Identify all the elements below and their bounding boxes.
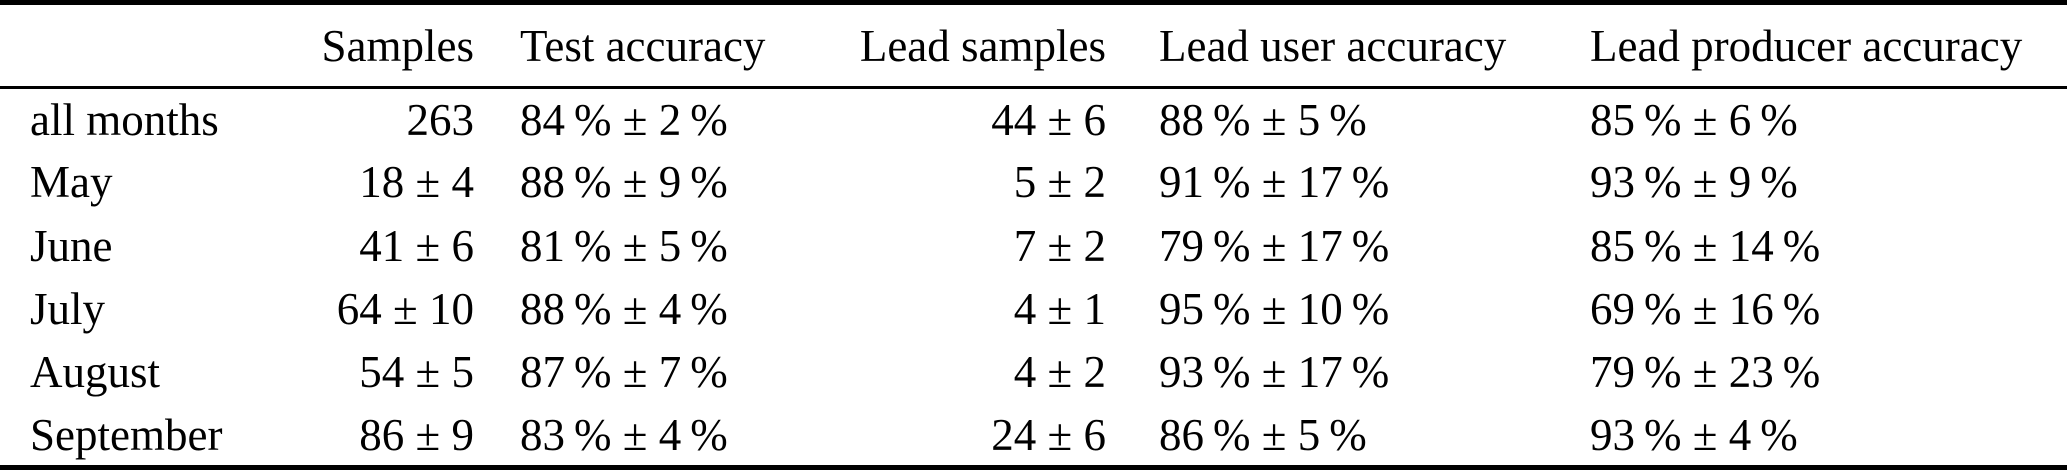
table-row-all-months: all months 263 84 % ± 2 % 44 ± 6 88 % ± … xyxy=(0,88,2067,151)
cell-samples: 64 ± 10 xyxy=(336,284,474,335)
cell-samples: 86 ± 9 xyxy=(359,409,474,460)
cell-test-accuracy: 88 % ± 9 % xyxy=(520,157,728,208)
table-header-row: Samples Test accuracy Lead samples Lead … xyxy=(0,2,2067,89)
cell-lead-producer-accuracy: 85 % ± 14 % xyxy=(1590,220,1821,271)
cell-lead-samples: 44 ± 6 xyxy=(991,94,1106,145)
column-header-test-accuracy: Test accuracy xyxy=(478,2,820,89)
cell-samples: 41 ± 6 xyxy=(359,220,474,271)
cell-lead-user-accuracy: 88 % ± 5 % xyxy=(1159,94,1367,145)
cell-lead-producer-accuracy: 69 % ± 16 % xyxy=(1590,284,1821,335)
cell-lead-samples: 5 ± 2 xyxy=(1013,157,1106,208)
column-header-lead-samples: Lead samples xyxy=(820,2,1110,89)
table-row-june: June 41 ± 6 81 % ± 5 % 7 ± 2 79 % ± 17 %… xyxy=(0,214,2067,277)
cell-lead-user-accuracy: 86 % ± 5 % xyxy=(1159,409,1367,460)
cell-lead-samples: 7 ± 2 xyxy=(1013,220,1106,271)
cell-test-accuracy: 88 % ± 4 % xyxy=(520,284,728,335)
table-row-july: July 64 ± 10 88 % ± 4 % 4 ± 1 95 % ± 10 … xyxy=(0,277,2067,340)
cell-test-accuracy: 81 % ± 5 % xyxy=(520,220,728,271)
row-label: all months xyxy=(30,94,219,145)
cell-lead-producer-accuracy: 93 % ± 4 % xyxy=(1590,409,1798,460)
cell-lead-user-accuracy: 95 % ± 10 % xyxy=(1159,284,1390,335)
table-row-august: August 54 ± 5 87 % ± 7 % 4 ± 2 93 % ± 17… xyxy=(0,341,2067,404)
column-header-samples: Samples xyxy=(300,2,478,89)
cell-lead-samples: 4 ± 1 xyxy=(1013,284,1106,335)
column-header-lead-user-accuracy: Lead user accuracy xyxy=(1110,2,1565,89)
cell-lead-user-accuracy: 79 % ± 17 % xyxy=(1159,220,1390,271)
column-header-lead-producer-accuracy: Lead producer accuracy xyxy=(1565,2,2067,89)
row-label: July xyxy=(30,284,106,335)
cell-lead-samples: 4 ± 2 xyxy=(1013,347,1106,398)
row-label: August xyxy=(30,347,161,398)
cell-lead-producer-accuracy: 85 % ± 6 % xyxy=(1590,94,1798,145)
cell-samples: 18 ± 4 xyxy=(359,157,474,208)
cell-lead-producer-accuracy: 93 % ± 9 % xyxy=(1590,157,1798,208)
cell-lead-user-accuracy: 93 % ± 17 % xyxy=(1159,347,1390,398)
column-header-row-label xyxy=(0,2,300,89)
cell-samples: 263 xyxy=(406,94,475,145)
table-row-september: September 86 ± 9 83 % ± 4 % 24 ± 6 86 % … xyxy=(0,404,2067,467)
cell-test-accuracy: 83 % ± 4 % xyxy=(520,409,728,460)
cell-test-accuracy: 87 % ± 7 % xyxy=(520,347,728,398)
row-label: June xyxy=(30,220,113,271)
cell-test-accuracy: 84 % ± 2 % xyxy=(520,94,728,145)
cell-samples: 54 ± 5 xyxy=(359,347,474,398)
table-row-may: May 18 ± 4 88 % ± 9 % 5 ± 2 91 % ± 17 % … xyxy=(0,151,2067,214)
cell-lead-samples: 24 ± 6 xyxy=(991,409,1106,460)
cell-lead-user-accuracy: 91 % ± 17 % xyxy=(1159,157,1390,208)
row-label: September xyxy=(30,409,223,460)
row-label: May xyxy=(30,157,113,208)
cell-lead-producer-accuracy: 79 % ± 23 % xyxy=(1590,347,1821,398)
